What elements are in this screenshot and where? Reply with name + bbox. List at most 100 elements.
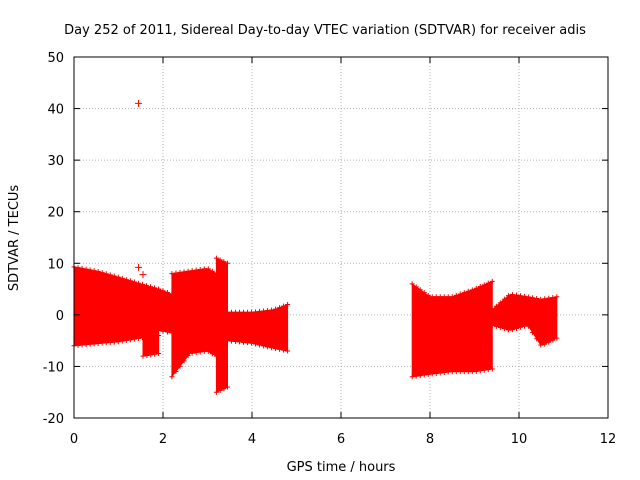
data-point xyxy=(79,265,85,271)
data-point xyxy=(131,336,137,342)
data-point xyxy=(205,348,211,354)
x-tick-label: 4 xyxy=(248,432,256,447)
data-point xyxy=(209,268,215,274)
data-point xyxy=(156,327,162,333)
data-point xyxy=(147,284,153,290)
data-point xyxy=(421,290,427,296)
data-point xyxy=(127,278,133,284)
y-tick-label: 40 xyxy=(47,103,64,118)
data-point xyxy=(140,353,146,359)
data-point xyxy=(273,306,279,312)
data-point xyxy=(489,366,495,372)
data-point xyxy=(425,371,431,377)
data-point xyxy=(518,293,524,299)
band-fill xyxy=(491,293,558,346)
outlier-point xyxy=(135,99,143,107)
y-tick-label: 10 xyxy=(47,257,64,272)
outlier-point xyxy=(139,271,147,279)
data-point xyxy=(417,373,423,379)
data-point xyxy=(221,386,227,392)
data-point xyxy=(457,291,463,297)
data-point xyxy=(493,303,499,309)
data-point xyxy=(546,339,552,345)
data-point xyxy=(409,281,415,287)
data-point xyxy=(107,272,113,278)
data-point xyxy=(554,335,560,341)
data-point xyxy=(449,294,455,300)
data-point xyxy=(185,353,191,359)
data-point xyxy=(473,285,479,291)
data-point xyxy=(473,368,479,374)
data-point xyxy=(477,284,483,290)
data-point xyxy=(281,347,287,353)
data-point xyxy=(152,351,158,357)
data-point xyxy=(493,323,499,329)
data-point xyxy=(75,265,81,271)
data-point xyxy=(119,338,125,344)
data-point xyxy=(461,290,467,296)
data-point xyxy=(99,270,105,276)
data-point xyxy=(173,270,179,276)
data-point xyxy=(83,266,89,272)
data-band xyxy=(225,302,291,354)
data-point xyxy=(518,324,524,330)
data-point xyxy=(497,325,503,331)
data-point xyxy=(123,337,129,343)
data-point xyxy=(550,337,556,343)
data-point xyxy=(522,293,528,299)
data-point xyxy=(152,285,158,291)
x-tick-label: 10 xyxy=(511,432,528,447)
data-point xyxy=(425,293,431,299)
data-band xyxy=(489,292,560,348)
data-point xyxy=(265,344,271,350)
outlier-point xyxy=(135,263,143,271)
band-fill xyxy=(215,257,228,393)
data-point xyxy=(189,350,195,356)
x-tick-label: 8 xyxy=(426,432,434,447)
data-point xyxy=(269,307,275,313)
data-point xyxy=(285,302,291,308)
data-point xyxy=(189,268,195,274)
tick-labels: 0 2 4 6 8 10 12 -20 -10 0 10 20 30 40 50 xyxy=(43,51,617,447)
data-point xyxy=(526,323,532,329)
data-point xyxy=(542,341,548,347)
data-point xyxy=(534,336,540,342)
data-point xyxy=(225,384,231,390)
data-point xyxy=(115,339,121,345)
axis-ticks xyxy=(73,56,609,419)
chart-title: Day 252 of 2011, Sidereal Day-to-day VTE… xyxy=(64,23,586,38)
data-point xyxy=(505,293,511,299)
data-point xyxy=(497,300,503,306)
x-tick-label: 12 xyxy=(600,432,617,447)
x-axis-label: GPS time / hours xyxy=(287,460,396,475)
data-point xyxy=(550,294,556,300)
data-point xyxy=(277,305,283,311)
x-tick-label: 0 xyxy=(70,432,78,447)
data-point xyxy=(177,269,183,275)
data-point xyxy=(249,340,255,346)
data-point xyxy=(205,266,211,272)
data-point xyxy=(526,294,532,300)
data-point xyxy=(257,342,263,348)
data-point xyxy=(489,322,495,328)
data-point xyxy=(538,342,544,348)
data-point xyxy=(509,292,515,298)
data-point xyxy=(221,259,227,265)
data-point xyxy=(281,303,287,309)
data-point xyxy=(285,348,291,354)
data-point xyxy=(409,374,415,380)
data-point xyxy=(185,268,191,274)
data-point xyxy=(148,352,154,358)
data-point xyxy=(139,281,145,287)
y-tick-label: -10 xyxy=(43,360,64,375)
data-point xyxy=(269,345,275,351)
band-fill xyxy=(158,288,173,334)
x-tick-label: 6 xyxy=(337,432,345,447)
data-point xyxy=(534,295,540,301)
data-point xyxy=(181,269,187,275)
data-point xyxy=(143,283,149,289)
data-point xyxy=(209,351,215,357)
data-point xyxy=(465,288,471,294)
data-point xyxy=(261,343,267,349)
